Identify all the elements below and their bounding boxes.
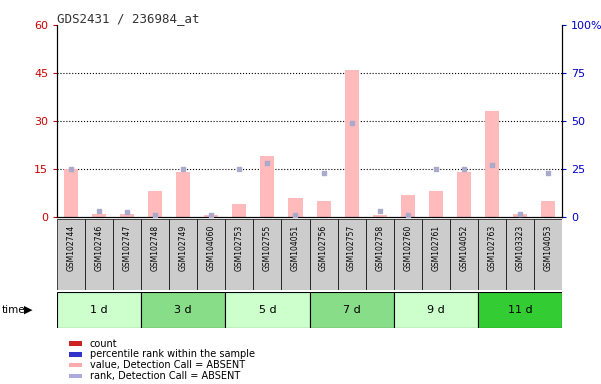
Bar [176, 172, 191, 217]
Bar [197, 219, 225, 290]
Bar [541, 201, 555, 217]
Bar [344, 70, 359, 217]
Text: 11 d: 11 d [508, 305, 532, 315]
Text: value, Detection Call = ABSENT: value, Detection Call = ABSENT [90, 360, 245, 370]
Text: GSM102748: GSM102748 [151, 225, 160, 271]
Bar [254, 219, 281, 290]
Text: GSM104053: GSM104053 [543, 225, 552, 271]
Bar [513, 214, 527, 217]
Text: GSM102746: GSM102746 [95, 225, 103, 271]
Text: GSM103323: GSM103323 [516, 225, 524, 271]
Bar [64, 169, 78, 217]
Point [123, 209, 132, 215]
Bar [457, 172, 471, 217]
Bar [92, 214, 106, 217]
Bar [478, 219, 506, 290]
Text: GSM102749: GSM102749 [179, 225, 188, 271]
Bar [120, 214, 134, 217]
Text: GDS2431 / 236984_at: GDS2431 / 236984_at [57, 12, 200, 25]
Text: GSM104052: GSM104052 [459, 225, 468, 271]
Bar [141, 292, 225, 328]
Text: GSM102755: GSM102755 [263, 225, 272, 271]
Text: GSM104060: GSM104060 [207, 225, 216, 271]
Text: GSM102760: GSM102760 [403, 225, 412, 271]
Text: 1 d: 1 d [90, 305, 108, 315]
Bar [401, 195, 415, 217]
Bar [57, 292, 141, 328]
Bar [506, 219, 534, 290]
Point [431, 166, 441, 172]
Bar [225, 292, 310, 328]
Bar [225, 219, 254, 290]
Point [347, 120, 356, 126]
Point [94, 208, 104, 214]
Point [319, 170, 328, 176]
Point [515, 211, 525, 217]
Text: GSM102744: GSM102744 [67, 225, 76, 271]
Bar [57, 219, 85, 290]
Point [263, 160, 272, 166]
Text: time: time [2, 305, 25, 315]
Text: ▶: ▶ [24, 305, 32, 315]
Point [459, 166, 469, 172]
Text: 5 d: 5 d [258, 305, 276, 315]
Bar [310, 292, 394, 328]
Bar [281, 219, 310, 290]
Bar [338, 219, 365, 290]
Bar [365, 219, 394, 290]
Point [234, 166, 244, 172]
Bar [485, 111, 499, 217]
Bar [450, 219, 478, 290]
Bar [478, 292, 562, 328]
Text: percentile rank within the sample: percentile rank within the sample [90, 349, 255, 359]
Text: 7 d: 7 d [343, 305, 361, 315]
Bar [310, 219, 338, 290]
Bar [288, 198, 302, 217]
Bar [394, 219, 422, 290]
Text: GSM102761: GSM102761 [432, 225, 440, 271]
Bar [169, 219, 197, 290]
Point [375, 208, 385, 214]
Bar [113, 219, 141, 290]
Bar [373, 215, 386, 217]
Bar [394, 292, 478, 328]
Point [207, 212, 216, 218]
Bar [422, 219, 450, 290]
Point [66, 166, 76, 172]
Text: rank, Detection Call = ABSENT: rank, Detection Call = ABSENT [90, 371, 240, 381]
Text: count: count [90, 339, 117, 349]
Text: GSM102747: GSM102747 [123, 225, 132, 271]
Point [178, 166, 188, 172]
Bar [148, 191, 162, 217]
Text: GSM102763: GSM102763 [487, 225, 496, 271]
Point [150, 212, 160, 218]
Bar [260, 156, 275, 217]
Text: 3 d: 3 d [174, 305, 192, 315]
Bar [534, 219, 562, 290]
Text: GSM102756: GSM102756 [319, 225, 328, 271]
Text: GSM102758: GSM102758 [375, 225, 384, 271]
Text: GSM104051: GSM104051 [291, 225, 300, 271]
Bar [233, 204, 246, 217]
Point [403, 212, 412, 218]
Bar [85, 219, 113, 290]
Point [487, 162, 496, 168]
Bar [429, 191, 443, 217]
Text: GSM102753: GSM102753 [235, 225, 244, 271]
Bar [204, 215, 218, 217]
Bar [141, 219, 169, 290]
Point [291, 212, 300, 218]
Text: GSM102757: GSM102757 [347, 225, 356, 271]
Bar [317, 201, 331, 217]
Text: 9 d: 9 d [427, 305, 445, 315]
Point [543, 170, 553, 176]
